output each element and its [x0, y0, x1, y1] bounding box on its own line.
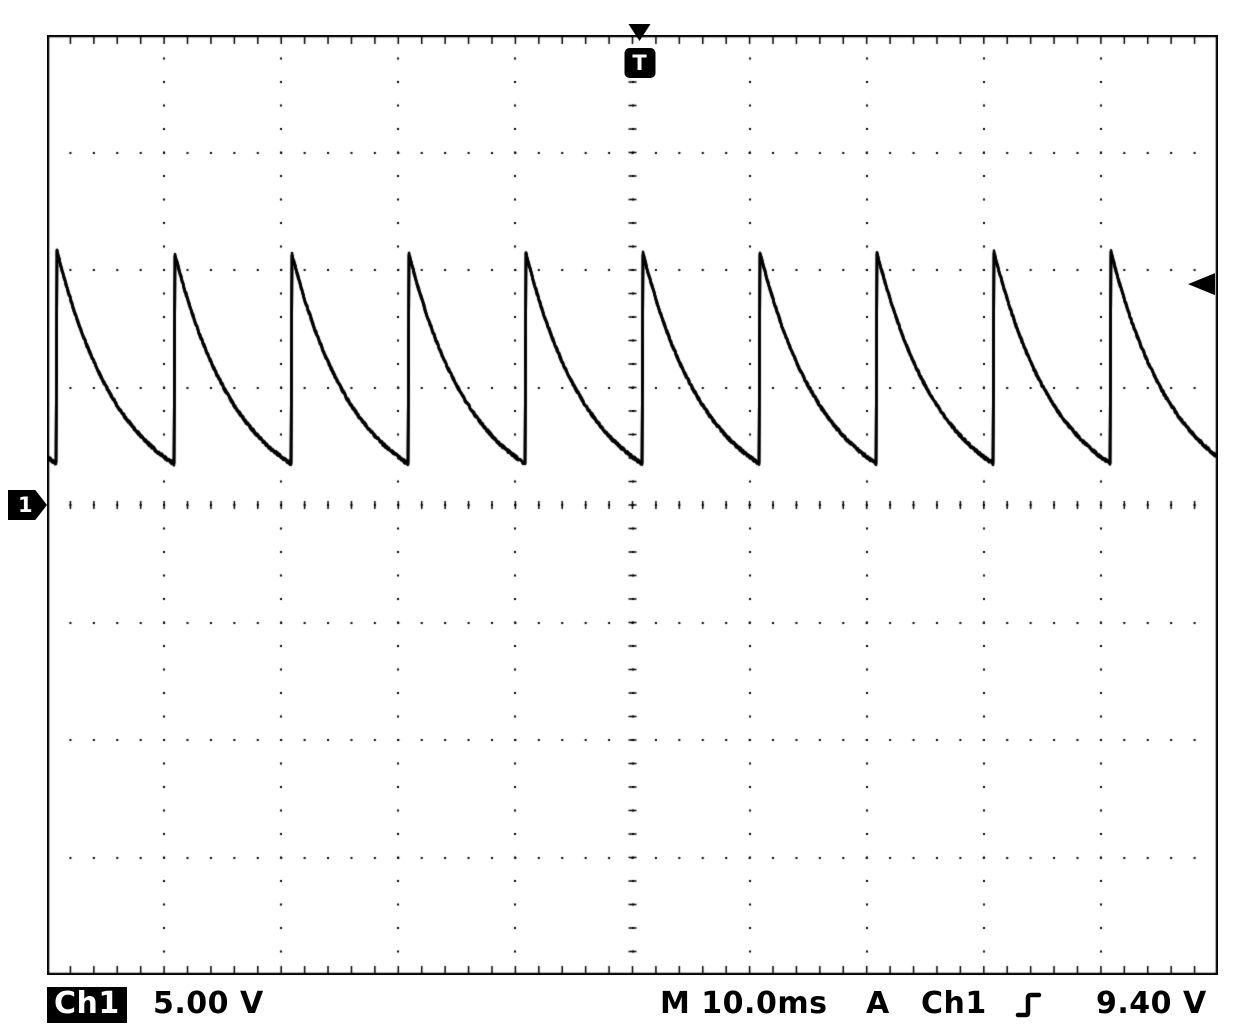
trigger-position-marker: T	[624, 24, 656, 78]
channel1-ground-marker: 1	[8, 490, 47, 520]
waveform-graticule-canvas	[47, 35, 1218, 975]
trigger-source-readout: Ch1	[921, 986, 987, 1021]
trigger-level-readout: 9.40 V	[1096, 986, 1207, 1021]
trigger-position-down-arrow-icon	[628, 24, 651, 41]
channel1-badge: Ch1	[47, 987, 127, 1023]
trigger-flag: T	[624, 48, 656, 78]
volts-per-div-readout: 5.00 V	[153, 986, 264, 1021]
timebase-readout: M 10.0ms	[660, 986, 828, 1021]
trigger-mode-readout: A	[866, 986, 890, 1021]
rising-edge-trigger-icon	[1015, 992, 1042, 1018]
